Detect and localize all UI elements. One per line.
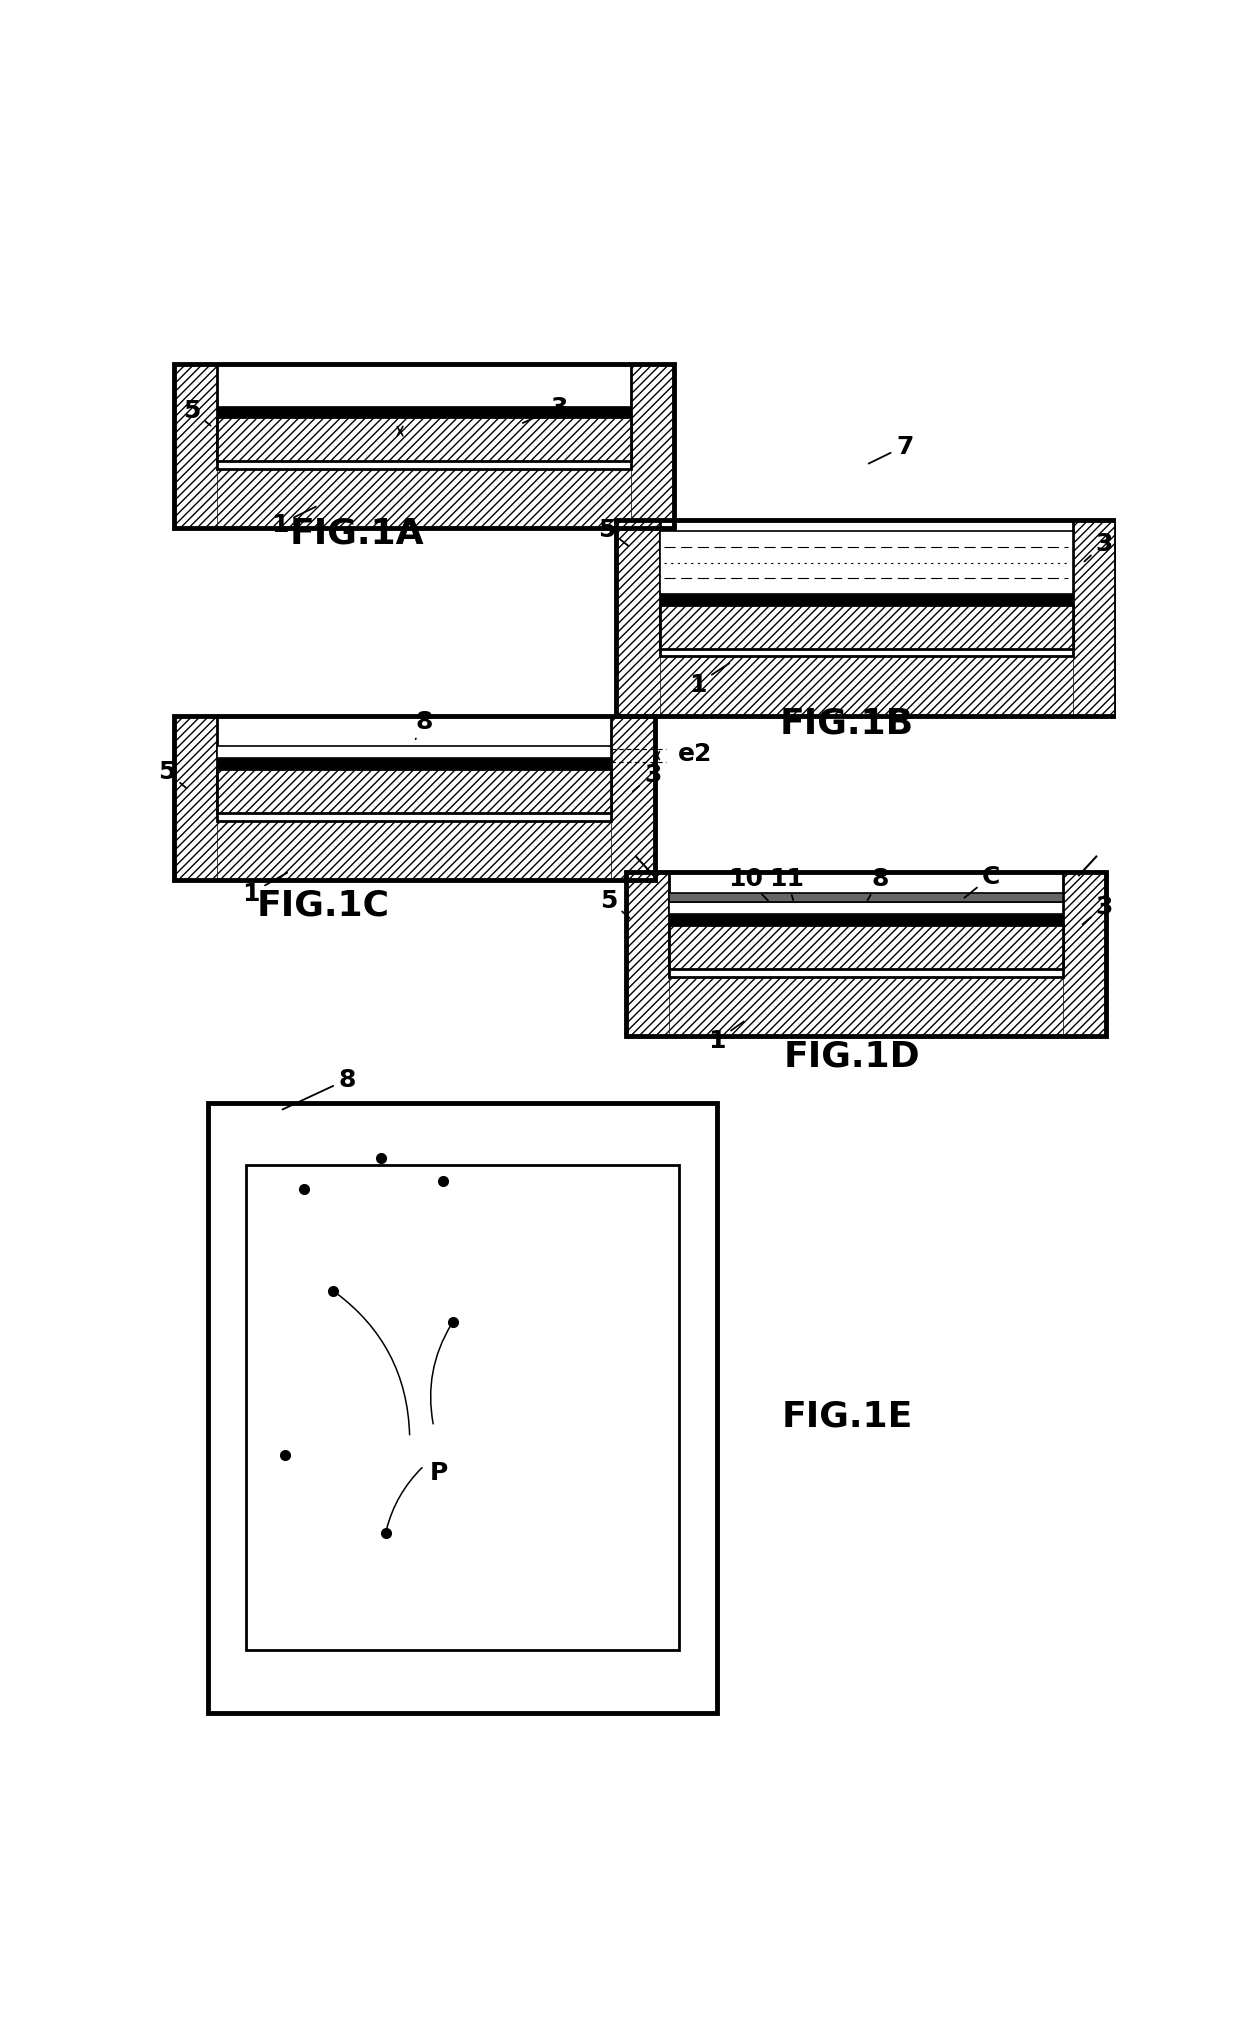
Bar [660,605,1073,650]
Bar [217,365,631,469]
Text: 1: 1 [689,664,729,696]
Bar [174,469,675,530]
Bar [247,1165,678,1650]
Bar [1073,522,1116,717]
Text: 5: 5 [600,887,630,920]
Bar [660,605,1073,650]
Bar [611,717,655,881]
Text: 8: 8 [415,710,433,739]
Text: 8: 8 [283,1068,356,1110]
Text: 3: 3 [523,396,568,424]
Bar [217,769,611,814]
Bar [660,532,1073,595]
Bar [616,522,1116,717]
Bar [1063,873,1106,1037]
Bar [217,365,631,406]
Text: 5: 5 [598,518,629,546]
Bar [660,522,1073,658]
Bar [670,903,1063,916]
Text: 10: 10 [729,867,768,901]
Bar [174,365,675,530]
Text: FIG.1B: FIG.1B [780,706,914,741]
Text: 11: 11 [769,867,804,901]
Text: 3: 3 [1085,532,1114,562]
Text: P: P [429,1460,448,1484]
Bar [631,365,675,530]
Bar [670,926,1063,970]
Bar [660,595,1073,605]
Bar [174,717,655,881]
Bar [670,893,1063,903]
Bar [174,717,217,881]
Text: 1: 1 [708,1021,744,1054]
Bar [616,658,1116,717]
Bar [174,365,217,530]
Bar [217,418,631,461]
Text: FIG.1C: FIG.1C [257,887,389,922]
Bar [208,1104,717,1713]
Text: C: C [965,865,1001,899]
Text: FIG.1A: FIG.1A [289,516,424,550]
Text: e2: e2 [678,741,712,765]
Bar [670,916,1063,926]
Text: 1: 1 [272,508,316,538]
Text: e1: e1 [422,416,455,438]
Bar [626,978,1106,1037]
Bar [626,873,670,1037]
Text: 5: 5 [157,759,186,790]
Text: 8: 8 [868,867,889,901]
Text: 5: 5 [182,398,211,426]
Bar [217,717,611,822]
Bar [217,747,611,759]
Text: FIG.1D: FIG.1D [784,1039,920,1074]
Bar [217,759,611,769]
Bar [217,769,611,814]
Bar [670,926,1063,970]
Bar [670,873,1063,978]
Text: 3: 3 [632,763,661,792]
Text: 1: 1 [242,873,288,905]
Bar [217,406,631,418]
Bar [174,822,655,881]
Text: FIG.1E: FIG.1E [781,1399,913,1433]
Bar [626,873,1106,1037]
Text: 7: 7 [869,434,914,465]
Bar [217,418,631,461]
Bar [616,522,660,717]
Text: 3: 3 [1083,895,1114,926]
